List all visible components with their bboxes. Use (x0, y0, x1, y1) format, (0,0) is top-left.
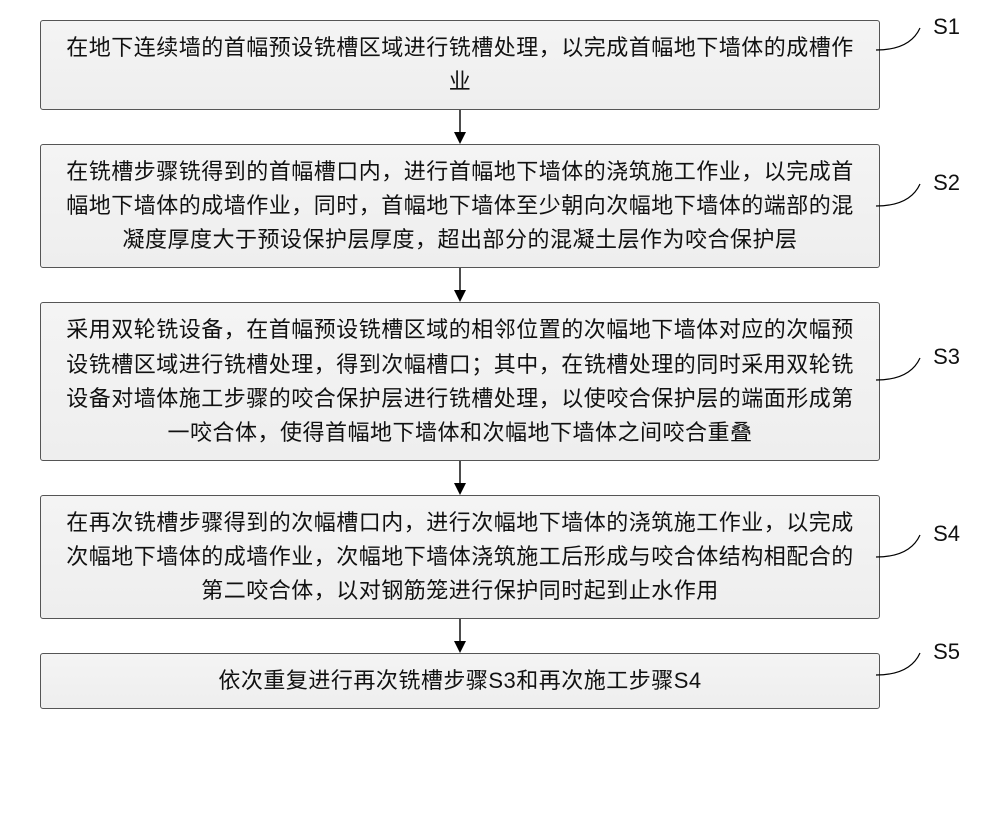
step-s2-text: 在铣槽步骤铣得到的首幅槽口内，进行首幅地下墙体的浇筑施工作业，以完成首幅地下墙体… (59, 155, 861, 257)
step-s3-box: 采用双轮铣设备，在首幅预设铣槽区域的相邻位置的次幅地下墙体对应的次幅预设铣槽区域… (40, 302, 880, 460)
step-s4-row: 在再次铣槽步骤得到的次幅槽口内，进行次幅地下墙体的浇筑施工作业，以完成次幅地下墙… (40, 495, 880, 619)
arrow-s1-s2 (448, 110, 472, 144)
flowchart: 在地下连续墙的首幅预设铣槽区域进行铣槽处理，以完成首幅地下墙体的成槽作业 S1 … (40, 20, 880, 709)
connector-s4 (876, 533, 924, 561)
step-s1-label: S1 (933, 14, 960, 40)
step-s1-text: 在地下连续墙的首幅预设铣槽区域进行铣槽处理，以完成首幅地下墙体的成槽作业 (59, 31, 861, 99)
step-s1-row: 在地下连续墙的首幅预设铣槽区域进行铣槽处理，以完成首幅地下墙体的成槽作业 S1 (40, 20, 880, 110)
step-s3-row: 采用双轮铣设备，在首幅预设铣槽区域的相邻位置的次幅地下墙体对应的次幅预设铣槽区域… (40, 302, 880, 460)
step-s2-label: S2 (933, 170, 960, 196)
step-s2-box: 在铣槽步骤铣得到的首幅槽口内，进行首幅地下墙体的浇筑施工作业，以完成首幅地下墙体… (40, 144, 880, 268)
arrow-s2-s3 (448, 268, 472, 302)
arrow-s4-s5 (448, 619, 472, 653)
step-s4-box: 在再次铣槽步骤得到的次幅槽口内，进行次幅地下墙体的浇筑施工作业，以完成次幅地下墙… (40, 495, 880, 619)
step-s3-text: 采用双轮铣设备，在首幅预设铣槽区域的相邻位置的次幅地下墙体对应的次幅预设铣槽区域… (59, 313, 861, 449)
step-s2-row: 在铣槽步骤铣得到的首幅槽口内，进行首幅地下墙体的浇筑施工作业，以完成首幅地下墙体… (40, 144, 880, 268)
connector-s3 (876, 356, 924, 384)
connector-s2 (876, 182, 924, 210)
step-s1-box: 在地下连续墙的首幅预设铣槽区域进行铣槽处理，以完成首幅地下墙体的成槽作业 (40, 20, 880, 110)
connector-s1 (876, 26, 924, 54)
arrow-s3-s4 (448, 461, 472, 495)
step-s5-box: 依次重复进行再次铣槽步骤S3和再次施工步骤S4 (40, 653, 880, 709)
step-s4-text: 在再次铣槽步骤得到的次幅槽口内，进行次幅地下墙体的浇筑施工作业，以完成次幅地下墙… (59, 506, 861, 608)
step-s5-text: 依次重复进行再次铣槽步骤S3和再次施工步骤S4 (218, 664, 701, 698)
step-s3-label: S3 (933, 344, 960, 370)
step-s4-label: S4 (933, 521, 960, 547)
step-s5-label: S5 (933, 639, 960, 665)
connector-s5 (876, 651, 924, 679)
step-s5-row: 依次重复进行再次铣槽步骤S3和再次施工步骤S4 S5 (40, 653, 880, 709)
